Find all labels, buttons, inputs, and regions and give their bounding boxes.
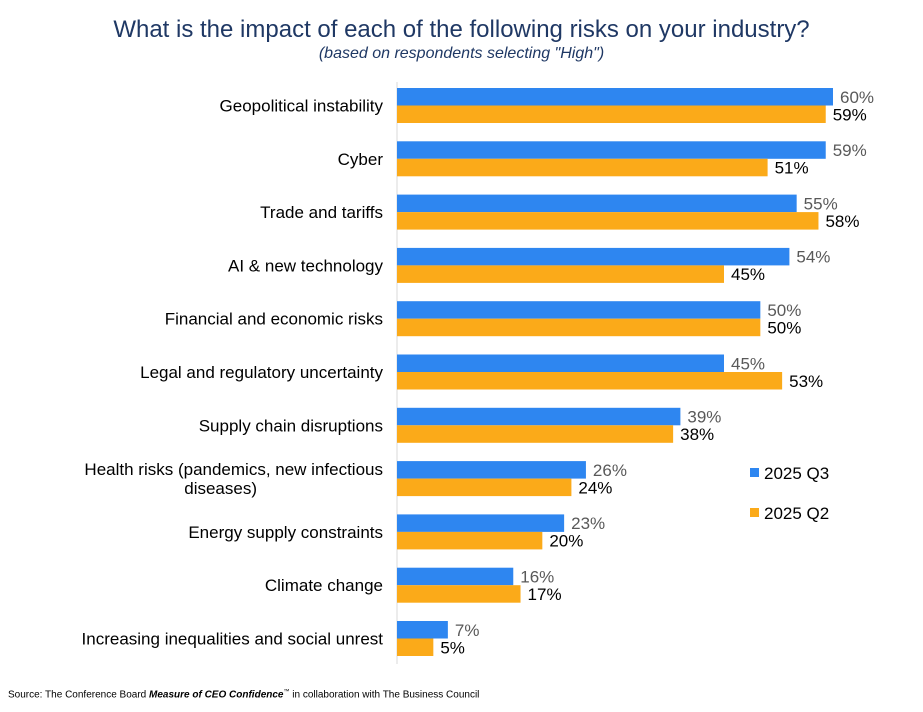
category-label-line: diseases) — [184, 479, 257, 498]
data-label-2025-q3: 60% — [840, 88, 874, 107]
data-label-2025-q3: 50% — [767, 301, 801, 320]
bar-2025-q3 — [397, 301, 761, 319]
source-suffix: in collaboration with The Business Counc… — [289, 689, 480, 701]
chart-subtitle: (based on respondents selecting "High") — [318, 45, 605, 62]
bar-2025-q3 — [397, 141, 826, 159]
data-label-2025-q2: 5% — [440, 638, 465, 657]
data-label-2025-q2: 38% — [680, 425, 714, 444]
bar-2025-q3 — [397, 621, 448, 639]
source-publication: Measure of CEO Confidence — [149, 689, 284, 701]
bar-2025-q2 — [397, 372, 783, 390]
data-label-2025-q3: 45% — [731, 354, 765, 373]
data-label-2025-q3: 59% — [833, 141, 867, 160]
bar-2025-q2 — [397, 318, 761, 337]
source-tm: ™ — [283, 689, 290, 695]
category-label: Supply chain disruptions — [199, 416, 383, 435]
category-label: Trade and tariffs — [260, 203, 383, 222]
bar-2025-q3 — [397, 514, 565, 532]
bar-2025-q2 — [397, 105, 826, 123]
category-label: Health risks (pandemics, new infectious d… — [84, 460, 383, 498]
data-label-2025-q3: 7% — [455, 621, 480, 640]
bar-2025-q3 — [397, 88, 833, 106]
data-label-2025-q2: 45% — [731, 265, 765, 284]
bar-2025-q2 — [397, 531, 543, 550]
category-label: Legal and regulatory uncertainty — [140, 363, 383, 382]
category-label: Climate change — [265, 576, 383, 595]
category-label: Increasing inequalities and social unres… — [82, 630, 384, 649]
bar-2025-q2 — [397, 158, 768, 177]
category-label: Geopolitical instability — [220, 97, 384, 116]
data-label-2025-q2: 24% — [578, 478, 612, 497]
bar-2025-q3 — [397, 247, 790, 266]
data-label-2025-q3: 54% — [796, 248, 830, 267]
bar-2025-q2 — [397, 425, 674, 443]
bar-2025-q2 — [397, 265, 724, 283]
data-label-2025-q2: 53% — [789, 372, 823, 391]
category-label: Energy supply constraints — [188, 523, 383, 542]
category-label: AI & new technology — [228, 256, 383, 275]
data-label-2025-q2: 58% — [825, 212, 859, 231]
data-label-2025-q3: 39% — [687, 408, 721, 427]
data-label-2025-q3: 23% — [571, 514, 605, 533]
data-label-2025-q2: 59% — [833, 105, 867, 124]
chart-title: What is the impact of each of the follow… — [113, 16, 810, 43]
data-label-2025-q2: 17% — [528, 585, 562, 604]
bar-2025-q3 — [397, 354, 724, 372]
category-label: Cyber — [338, 150, 384, 169]
bar-2025-q2 — [397, 212, 819, 230]
category-label-line: Health risks (pandemics, new infectious — [84, 460, 383, 479]
bar-2025-q3 — [397, 407, 681, 426]
category-label: Financial and economic risks — [165, 310, 383, 329]
data-label-2025-q3: 26% — [593, 461, 627, 480]
legend-label-2025-q3: 2025 Q3 — [764, 464, 829, 483]
legend-label-2025-q2: 2025 Q2 — [764, 504, 829, 523]
bar-2025-q3 — [397, 461, 586, 479]
bar-2025-q2 — [397, 478, 572, 497]
data-label-2025-q3: 55% — [804, 194, 838, 213]
legend-swatch-2025-q3 — [750, 468, 759, 477]
source-prefix: Source: The Conference Board — [8, 689, 150, 701]
bar-2025-q2 — [397, 638, 434, 656]
bar-2025-q2 — [397, 585, 521, 603]
legend-swatch-2025-q2 — [750, 508, 759, 517]
data-label-2025-q2: 51% — [775, 159, 809, 178]
bar-2025-q3 — [397, 194, 797, 213]
bar-2025-q3 — [397, 567, 514, 586]
data-label-2025-q3: 16% — [520, 567, 554, 586]
source-note: Source: The Conference Board Measure of … — [8, 689, 479, 700]
data-label-2025-q2: 20% — [549, 532, 583, 551]
data-label-2025-q2: 50% — [767, 318, 801, 337]
